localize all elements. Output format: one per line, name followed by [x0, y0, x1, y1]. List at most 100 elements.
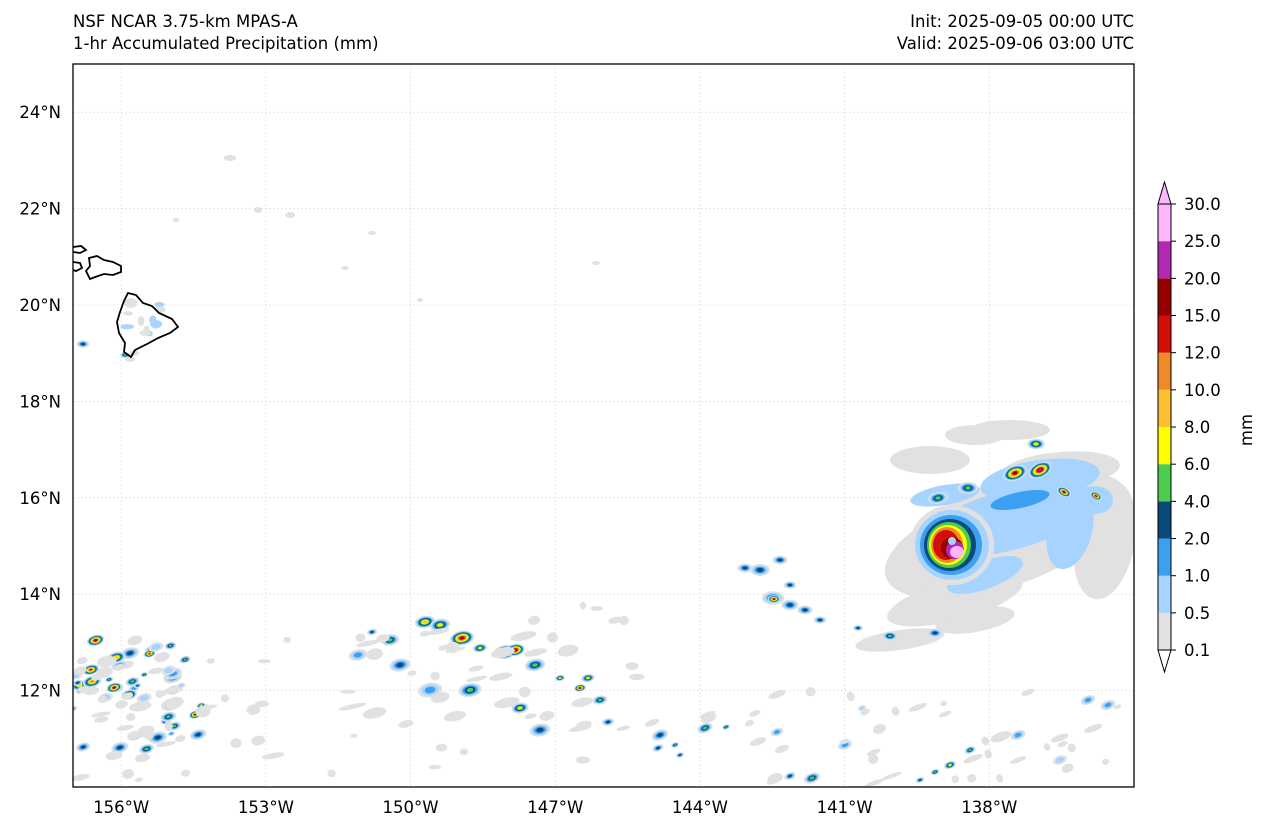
precip-cell	[356, 639, 380, 647]
island-lanai	[73, 261, 84, 272]
precip-cell	[859, 706, 865, 710]
precip-cell	[178, 683, 184, 688]
precip-cell	[528, 615, 541, 625]
precip-cell	[428, 764, 441, 770]
precip-cell	[494, 697, 520, 709]
precip-cell	[788, 774, 792, 778]
precip-cell	[123, 298, 138, 308]
precip-cell	[881, 771, 902, 781]
colorbar-extend-min	[1157, 649, 1172, 674]
precip-cell	[459, 748, 469, 756]
precip-cell	[1057, 741, 1068, 748]
precip-cell	[996, 774, 1003, 783]
precip-cell	[768, 689, 786, 699]
field-title: 1-hr Accumulated Precipitation (mm)	[73, 34, 379, 53]
precip-cell	[134, 777, 143, 783]
precip-cell	[90, 711, 111, 718]
precip-cell	[424, 686, 436, 694]
precip-cell	[597, 698, 603, 702]
precip-cell	[194, 713, 197, 716]
colorbar-tick-label: 4.0	[1184, 492, 1210, 511]
precip-cell	[1067, 743, 1076, 752]
lon-tick-label: 147°W	[527, 798, 583, 817]
precip-cell	[1061, 763, 1074, 773]
lon-tick-label: 153°W	[238, 798, 294, 817]
colorbar-tick-label: 30.0	[1184, 195, 1221, 214]
precip-cell	[327, 769, 336, 778]
precip-cell	[261, 752, 285, 760]
precip-cell	[127, 635, 143, 646]
precip-cell	[91, 673, 102, 681]
precip-cell	[547, 632, 558, 643]
lat-tick-label: 18°N	[19, 392, 61, 411]
colorbar-segment	[1158, 389, 1171, 428]
precip-cell	[362, 707, 387, 719]
precip-cell	[120, 324, 135, 330]
precip-cell	[154, 735, 162, 740]
precip-cell	[1095, 495, 1097, 497]
precip-cell	[407, 670, 417, 676]
precip-cell	[557, 644, 579, 657]
precip-cell	[341, 266, 349, 270]
precip-cell	[579, 601, 587, 610]
precip-cell	[802, 608, 808, 612]
colorbar-tick-label: 10.0	[1184, 381, 1221, 400]
precip-cell	[1033, 442, 1039, 446]
precip-cell	[990, 731, 1011, 743]
precip-cell	[105, 750, 123, 761]
precip-cell	[963, 754, 983, 764]
precip-cell	[94, 639, 97, 642]
precip-cell	[154, 301, 165, 308]
precip-cell	[576, 756, 591, 764]
precip-cell	[517, 706, 523, 710]
precip-cell	[805, 687, 816, 697]
lat-tick-label: 14°N	[19, 585, 61, 604]
precip-cell	[443, 710, 467, 722]
precip-cell	[644, 718, 660, 727]
colorbar-units-label: mm	[1237, 414, 1256, 446]
precip-cell	[749, 737, 766, 747]
precip-cell	[608, 616, 623, 624]
precip-cell	[938, 710, 952, 718]
precip-cell	[1084, 723, 1103, 733]
precip-cell	[616, 725, 630, 731]
precip-cell	[398, 720, 414, 728]
precip-cell	[839, 738, 850, 745]
valid-time: Valid: 2025-09-06 03:00 UTC	[896, 34, 1134, 53]
precip-cell	[1055, 757, 1065, 763]
precip-cell	[94, 716, 109, 723]
precip-cell	[144, 747, 149, 751]
precip-cell	[947, 556, 1023, 594]
colorbar-segment	[1158, 612, 1171, 651]
precip-cell	[144, 731, 154, 740]
precip-cell	[220, 694, 230, 703]
precip-cell	[468, 665, 484, 672]
precip-cell	[618, 616, 629, 626]
precip-cell	[430, 671, 440, 681]
colorbar-tick-label: 6.0	[1184, 455, 1210, 474]
precip-cell	[571, 697, 593, 708]
precip-cell	[73, 666, 87, 676]
precip-cell	[890, 446, 970, 474]
precip-cell	[523, 648, 548, 657]
precip-cell	[466, 687, 474, 693]
header-left: NSF NCAR 3.75-km MPAS-A 1-hr Accumulated…	[73, 11, 379, 55]
precip-cell	[968, 748, 972, 752]
precip-cell	[246, 704, 261, 715]
precip-cell	[123, 354, 127, 356]
precip-cell	[257, 659, 271, 664]
precip-cell	[657, 733, 663, 737]
precip-cell	[196, 704, 218, 711]
precip-cell	[744, 720, 754, 727]
precip-cell	[945, 425, 1005, 445]
precip-cell	[951, 775, 960, 784]
axis-labels: 24°N 22°N 20°N 18°N 16°N 14°N 12°N 156°W 153°W 15…	[19, 103, 1017, 817]
precip-cell	[113, 686, 116, 689]
precip-cell	[749, 710, 761, 717]
lon-tick-label: 141°W	[817, 798, 873, 817]
precip-cell	[366, 648, 383, 660]
precip-cell	[891, 706, 900, 716]
precip-cell	[856, 626, 860, 630]
precip-cell	[489, 672, 513, 681]
precip-cell	[90, 680, 94, 683]
